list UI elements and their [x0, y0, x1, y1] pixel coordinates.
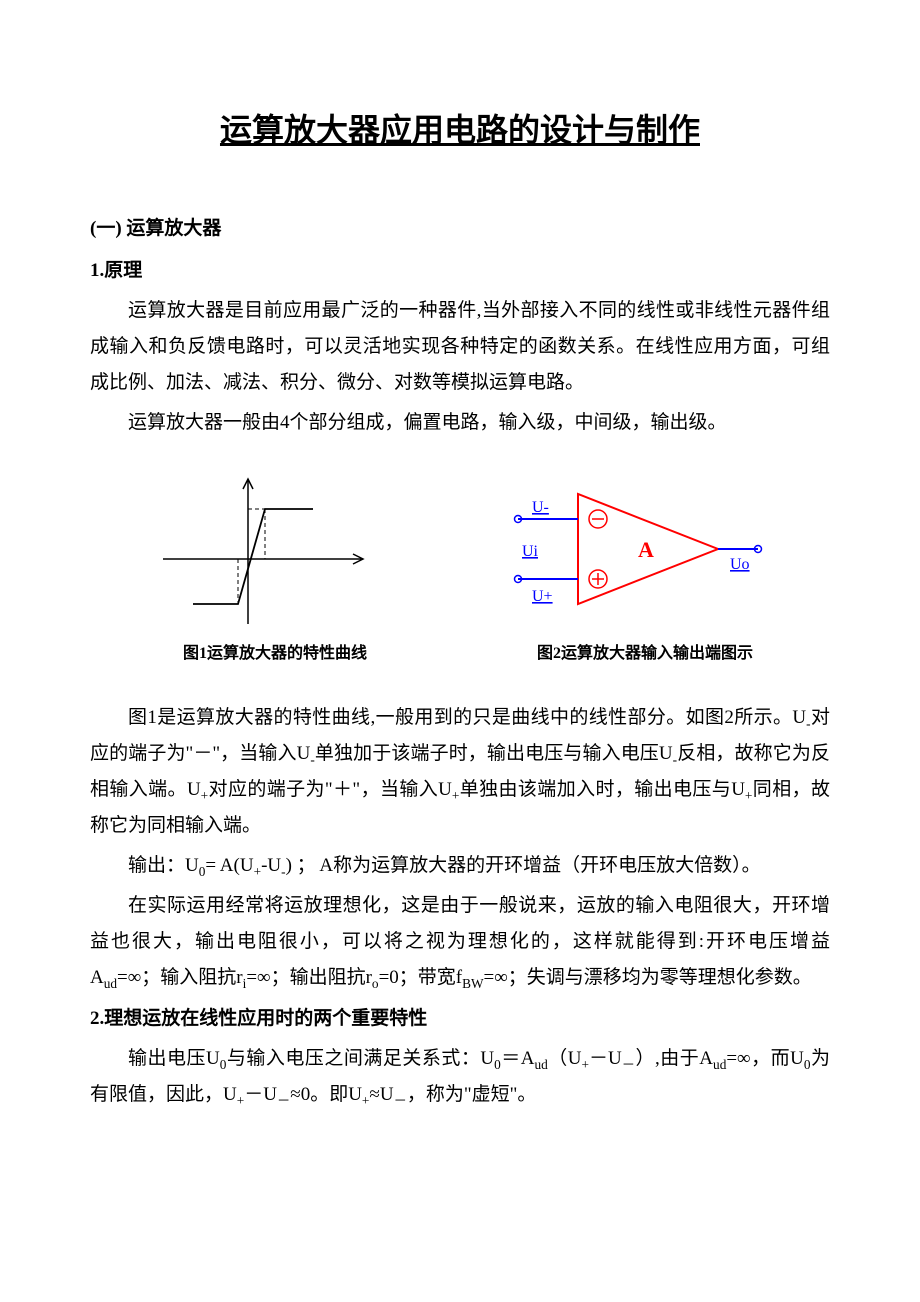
figure-1-caption: 图1运算放大器的特性曲线: [90, 639, 460, 669]
paragraph-6: 输出电压U0与输入电压之间满足关系式：U0＝Aud（U+－U－）,由于Aud=∞…: [90, 1041, 830, 1113]
svg-text:A: A: [638, 537, 654, 562]
svg-text:U+: U+: [532, 588, 553, 605]
svg-text:U-: U-: [532, 499, 549, 516]
paragraph-2: 运算放大器一般由4个部分组成，偏置电路，输入级，中间级，输出级。: [90, 405, 830, 441]
page-title: 运算放大器应用电路的设计与制作: [90, 100, 830, 161]
figure-1: [153, 469, 373, 629]
svg-text:Uo: Uo: [730, 556, 750, 573]
paragraph-1: 运算放大器是目前应用最广泛的一种器件,当外部接入不同的线性或非线性元器件组成输入…: [90, 293, 830, 401]
figure-2-caption: 图2运算放大器输入输出端图示: [460, 639, 830, 669]
figure-2: A U- Ui U+ Uo: [498, 479, 768, 619]
paragraph-3: 图1是运算放大器的特性曲线,一般用到的只是曲线中的线性部分。如图2所示。U-对应…: [90, 700, 830, 844]
figure-caption-row: 图1运算放大器的特性曲线 图2运算放大器输入输出端图示: [90, 639, 830, 669]
paragraph-5: 在实际运用经常将运放理想化，这是由于一般说来，运放的输入电阻很大，开环增益也很大…: [90, 888, 830, 996]
svg-text:Ui: Ui: [522, 543, 539, 560]
paragraph-4: 输出：U0= A(U+-U-) ； A称为运算放大器的开环增益（开环电压放大倍数…: [90, 848, 830, 884]
subsection-1-2-head: 2.理想运放在线性应用时的两个重要特性: [90, 1001, 830, 1037]
subsection-1-1-head: 1.原理: [90, 253, 830, 289]
figure-row: A U- Ui U+ Uo: [90, 469, 830, 629]
section-1-head: (一) 运算放大器: [90, 211, 830, 247]
